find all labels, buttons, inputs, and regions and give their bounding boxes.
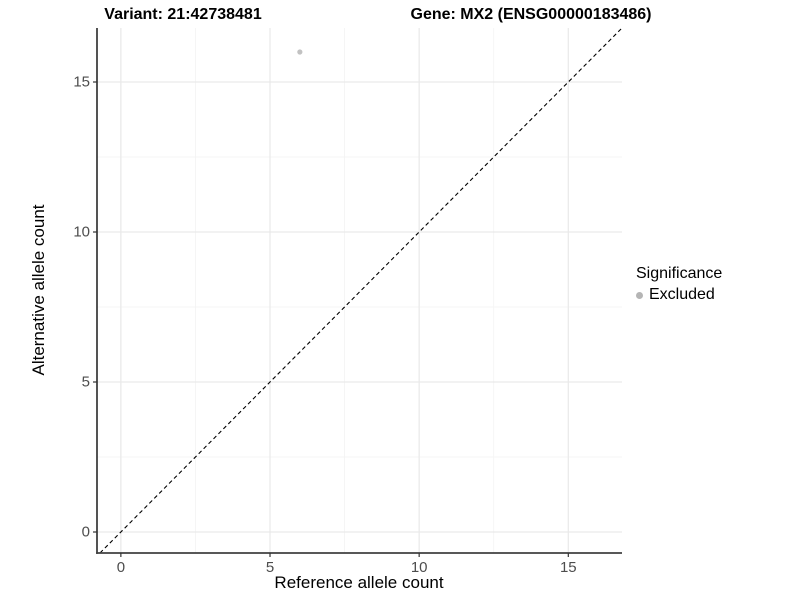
identity-line [99,27,623,554]
x-tick-label: 10 [410,559,428,576]
x-axis-title: Reference allele count [274,573,444,592]
y-tick-label: 10 [73,223,90,241]
x-tick-label: 15 [559,559,577,576]
legend-item-label: Excluded [649,286,715,303]
legend: Significance Excluded [636,265,722,304]
data-point [297,49,303,55]
legend-point-icon [636,291,643,299]
x-tick-label: 5 [265,559,275,576]
variant-title: Variant: 21:42738481 [104,6,262,23]
y-tick-label: 15 [73,73,90,91]
gene-title: Gene: MX2 (ENSG00000183486) [410,6,652,23]
y-tick-label: 0 [81,523,90,541]
legend-title: Significance [636,265,723,282]
y-tick-label: 5 [81,373,90,391]
x-tick-label: 0 [116,559,126,576]
y-axis-title: Alternative allele count [29,204,48,376]
plot-panel: 0 5 10 15 0 5 10 15 [73,27,623,576]
plot-area [93,27,623,557]
legend-item-excluded: Excluded [636,286,722,304]
